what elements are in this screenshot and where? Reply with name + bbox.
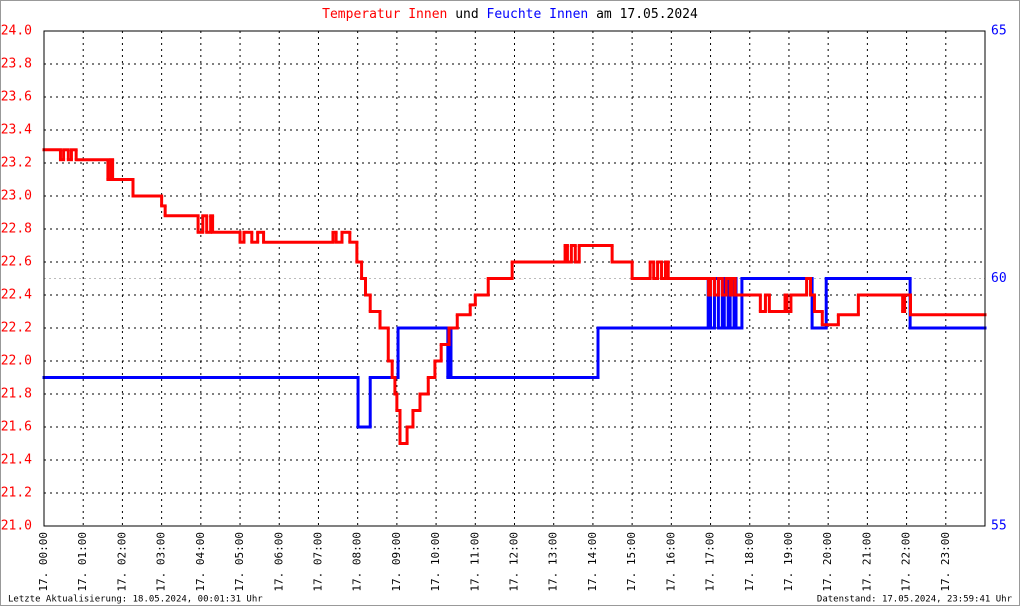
y-tick-label: 24.0: [1, 24, 32, 39]
x-tick-label: 17. 10:00: [429, 532, 442, 592]
footer-right: Datenstand: 17.05.2024, 23:59:41 Uhr: [817, 595, 1013, 605]
x-tick-label: 17. 08:00: [351, 532, 364, 592]
y-tick-label: 23.2: [1, 156, 32, 171]
y-tick-label: 23.4: [1, 123, 32, 138]
y-tick-label: 21.0: [1, 519, 32, 534]
y-tick-label: 23.8: [1, 57, 32, 72]
title-date: am 17.05.2024: [596, 7, 698, 22]
y2-tick-label: 60: [991, 271, 1007, 286]
x-tick-label: 17. 22:00: [900, 532, 913, 592]
y-tick-label: 21.2: [1, 486, 32, 501]
x-tick-label: 17. 05:00: [233, 532, 246, 592]
x-tick-label: 17. 09:00: [390, 532, 403, 592]
y2-tick-label: 65: [991, 24, 1007, 39]
y-tick-label: 22.6: [1, 255, 32, 270]
x-tick-label: 17. 07:00: [311, 532, 324, 592]
y-tick-label: 21.6: [1, 420, 32, 435]
x-tick-label: 17. 00:00: [37, 532, 50, 592]
title-series-1: Feuchte Innen: [487, 7, 589, 22]
y-tick-label: 21.4: [1, 453, 32, 468]
x-tick-label: 17. 13:00: [547, 532, 560, 592]
x-tick-label: 17. 02:00: [115, 532, 128, 592]
y-tick-label: 22.8: [1, 222, 32, 237]
y-tick-label: 22.4: [1, 288, 32, 303]
x-tick-label: 17. 12:00: [508, 532, 521, 592]
x-tick-label: 17. 23:00: [939, 532, 952, 592]
x-tick-label: 17. 18:00: [743, 532, 756, 592]
x-tick-label: 17. 04:00: [194, 532, 207, 592]
x-tick-label: 17. 15:00: [625, 532, 638, 592]
x-tick-label: 17. 11:00: [468, 532, 481, 592]
x-tick-label: 17. 14:00: [586, 532, 599, 592]
y-tick-label: 22.2: [1, 321, 32, 336]
x-tick-label: 17. 20:00: [821, 532, 834, 592]
chart-title: Temperatur Innen und Feuchte Innen am 17…: [322, 7, 698, 22]
y-tick-label: 22.0: [1, 354, 32, 369]
x-tick-label: 17. 17:00: [704, 532, 717, 592]
plot-border: [43, 30, 986, 527]
footer-left: Letzte Aktualisierung: 18.05.2024, 00:01…: [8, 595, 263, 605]
x-tick-label: 17. 21:00: [860, 532, 873, 592]
x-tick-label: 17. 16:00: [664, 532, 677, 592]
title-connector: und: [455, 7, 478, 22]
y2-tick-label: 55: [991, 519, 1007, 534]
x-tick-label: 17. 03:00: [155, 532, 168, 592]
y-tick-label: 23.0: [1, 189, 32, 204]
title-series-0: Temperatur Innen: [322, 7, 447, 22]
y-tick-label: 21.8: [1, 387, 32, 402]
x-tick-label: 17. 01:00: [76, 532, 89, 592]
y-tick-label: 23.6: [1, 90, 32, 105]
x-tick-label: 17. 06:00: [272, 532, 285, 592]
x-tick-label: 17. 19:00: [782, 532, 795, 592]
